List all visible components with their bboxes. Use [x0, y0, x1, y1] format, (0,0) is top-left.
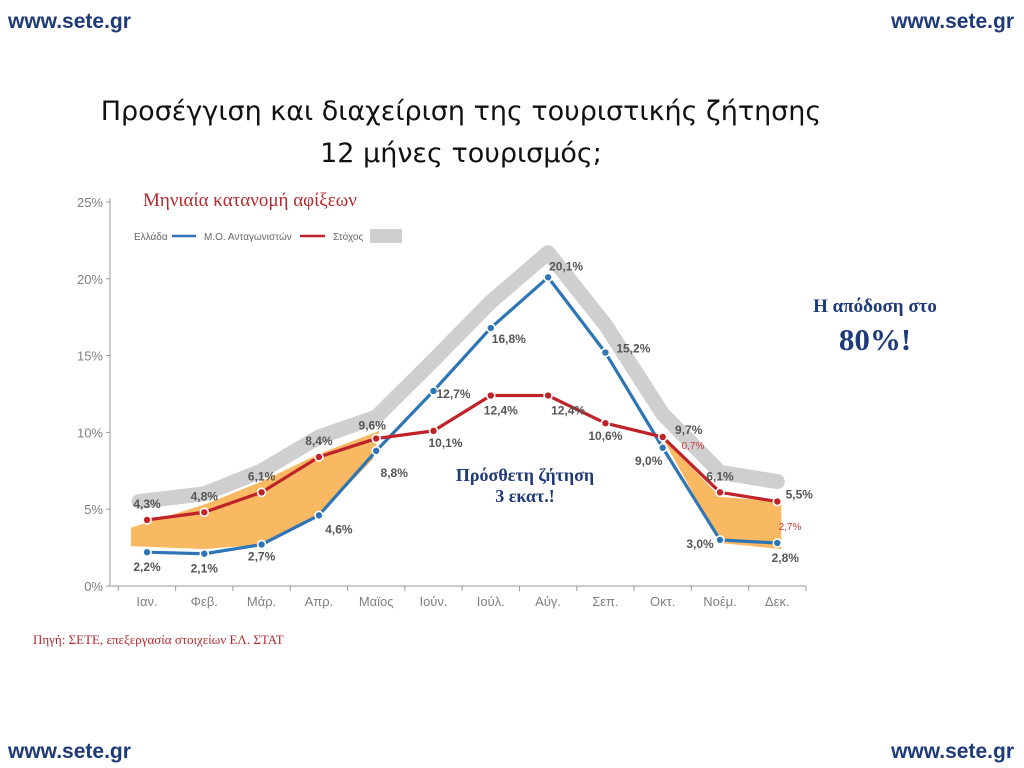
annotation-red-dec: 2,7%: [779, 522, 802, 533]
y-tick-label: 25%: [77, 195, 103, 210]
source-note: Πηγή: ΣΕΤΕ, επεξεργασία στοιχείων ΕΛ. ΣΤ…: [33, 632, 284, 647]
data-label-competitors: 6,1%: [248, 469, 276, 483]
x-tick-label: Μαϊος: [359, 594, 394, 609]
point-competitors: [772, 496, 783, 507]
performance-note: Η απόδοση στο 80%!: [790, 296, 960, 358]
data-label-greece: 2,8%: [772, 551, 800, 565]
y-tick-label: 10%: [77, 425, 103, 440]
data-label-greece: 2,2%: [133, 560, 161, 574]
point-greece: [199, 548, 210, 559]
point-greece: [256, 539, 267, 550]
extra-demand-area-right: [662, 437, 782, 550]
point-competitors: [428, 426, 439, 436]
extra-demand-note-line1: Πρόσθετη ζήτηση: [455, 465, 595, 485]
point-greece: [142, 547, 152, 558]
point-competitors: [600, 418, 611, 428]
data-label-competitors: 12,4%: [484, 404, 518, 418]
point-competitors: [314, 452, 324, 462]
data-label-competitors: 4,3%: [133, 497, 161, 511]
point-greece: [772, 538, 783, 548]
x-tick-label: Μάρ.: [247, 594, 276, 609]
y-tick-label: 5%: [84, 502, 103, 517]
point-greece: [600, 347, 611, 358]
data-label-greece: 8,8%: [381, 466, 409, 480]
point-competitors: [715, 487, 725, 498]
x-tick-label: Φεβ.: [191, 594, 218, 609]
point-competitors: [485, 390, 496, 401]
target-band-line: [131, 245, 785, 510]
y-tick-label: 0%: [84, 579, 103, 594]
performance-note-line1: Η απόδοση στο: [813, 296, 937, 317]
data-label-competitors: 5,5%: [786, 488, 814, 502]
x-tick-label: Ιαν.: [136, 594, 157, 609]
data-label-greece: 2,7%: [248, 550, 276, 564]
x-tick-label: Νοέμ.: [703, 594, 737, 609]
data-label-competitors: 9,6%: [359, 419, 387, 433]
page-title-line2: 12 μήνες τουρισμός;: [320, 138, 602, 169]
y-tick-label: 15%: [77, 349, 103, 364]
point-competitors: [256, 487, 267, 498]
performance-note-value: 80%!: [838, 322, 912, 357]
line-competitors: [146, 393, 778, 522]
data-label-competitors: 8,4%: [305, 434, 333, 448]
site-url-bottom-left[interactable]: www.sete.gr: [8, 740, 131, 763]
data-label-greece: 4,6%: [325, 522, 353, 536]
target-band: [131, 245, 785, 510]
line-greece: [146, 275, 778, 556]
data-label-greece: 16,8%: [492, 332, 526, 346]
data-label-greece: 12,7%: [436, 387, 470, 401]
x-tick-label: Δεκ.: [765, 594, 790, 609]
x-tick-label: Απρ.: [305, 594, 334, 609]
data-label-competitors: 6,1%: [706, 469, 734, 483]
site-url-bottom-right[interactable]: www.sete.gr: [891, 740, 1014, 763]
data-label-competitors: 9,7%: [675, 423, 703, 437]
point-greece: [485, 323, 496, 333]
legend-label-competitors: Μ.Ο. Ανταγωνιστών: [204, 231, 292, 243]
point-competitors: [199, 507, 210, 518]
data-label-greece: 3,0%: [686, 537, 714, 551]
legend-swatch-target: [370, 229, 402, 243]
extra-demand-note-line2: 3 εκατ.!: [495, 486, 555, 506]
data-label-greece: 9,0%: [635, 454, 663, 468]
site-url-top-left[interactable]: www.sete.gr: [8, 10, 131, 33]
point-competitors: [371, 433, 382, 444]
data-label-competitors: 12,4%: [551, 404, 585, 418]
point-competitors: [142, 515, 152, 525]
point-greece: [657, 442, 668, 453]
chart-legend: Ελλάδα Μ.Ο. Ανταγωνιστών Στόχος: [134, 229, 402, 243]
legend-label-greece: Ελλάδα: [134, 231, 168, 243]
x-tick-label: Οκτ.: [650, 594, 675, 609]
chart-axes: 0% 5% 10% 15% 20% 25% Ιαν. Φεβ. Μάρ. Απρ. Μαϊος Ιού…: [77, 195, 807, 609]
data-label-competitors: 10,6%: [588, 429, 622, 443]
data-labels: 2,2% 2,1% 2,7% 4,6% 8,8% 12,7% 16,8% 20,1% 15,2%…: [133, 259, 813, 575]
series-lines: [142, 272, 783, 559]
point-greece: [715, 535, 725, 545]
point-greece: [543, 272, 553, 283]
data-label-greece: 15,2%: [616, 342, 650, 356]
legend-label-target: Στόχος: [333, 231, 363, 243]
x-tick-label: Αύγ.: [535, 594, 561, 609]
point-competitors: [657, 432, 668, 442]
data-label-competitors: 4,8%: [191, 489, 219, 503]
page-title: Προσέγγιση και διαχείριση της τουριστική…: [100, 96, 822, 127]
point-competitors: [543, 390, 553, 401]
annotation-red-oct: 0,7%: [682, 441, 705, 452]
site-url-top-right[interactable]: www.sete.gr: [891, 10, 1014, 33]
x-tick-label: Ιούν.: [419, 594, 447, 609]
data-label-greece: 2,1%: [191, 562, 219, 576]
point-greece: [371, 446, 382, 456]
chart-subtitle: Μηνιαία κατανομή αφίξεων: [143, 190, 357, 211]
data-label-competitors: 10,1%: [428, 436, 462, 450]
point-greece: [428, 386, 439, 396]
x-tick-label: Ιούλ.: [477, 594, 505, 609]
point-greece: [314, 510, 324, 521]
x-tick-label: Σεπ.: [592, 594, 618, 609]
extra-demand-note: Πρόσθετη ζήτηση 3 εκατ.!: [420, 465, 630, 507]
y-tick-label: 20%: [77, 272, 103, 287]
data-label-greece: 20,1%: [549, 259, 583, 273]
